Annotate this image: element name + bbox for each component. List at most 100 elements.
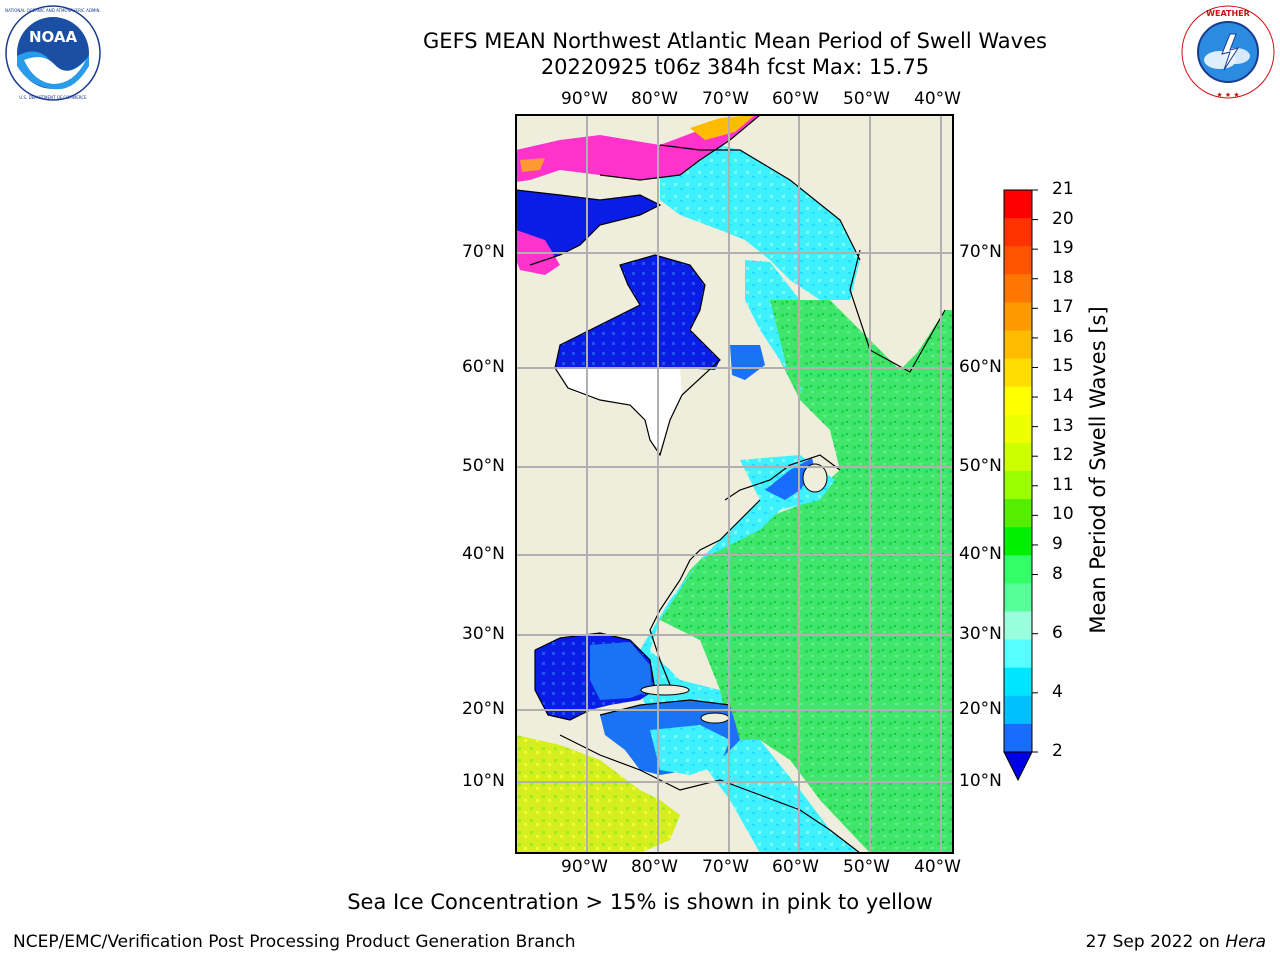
nws-logo: WEATHER ★ ★ ★ (1180, 4, 1276, 100)
lat-label-right-70n: 70°N (959, 242, 1002, 262)
colorbar-tick-label: 4 (1052, 681, 1063, 702)
colorbar-tick-label: 19 (1052, 238, 1074, 259)
colorbar-tick-label: 11 (1052, 474, 1074, 495)
lon-label-bottom-60w: 60°W (772, 857, 819, 877)
colorbar-segment (1004, 274, 1032, 303)
colorbar-tick-label: 16 (1052, 326, 1074, 347)
lat-label-left-20n: 20°N (462, 699, 505, 719)
footer-date-text: 27 Sep 2022 on (1085, 932, 1226, 952)
lon-label-top-90w: 90°W (561, 89, 608, 109)
colorbar-segment (1004, 358, 1032, 388)
colorbar-segment (1004, 499, 1032, 528)
sea-ice-yellow (690, 115, 755, 140)
colorbar-segment (1004, 386, 1032, 416)
lat-label-right-50n: 50°N (959, 456, 1002, 476)
colorbar-tick-label: 13 (1052, 415, 1074, 436)
coastline-hudson (554, 254, 721, 457)
title-line-1: GEFS MEAN Northwest Atlantic Mean Period… (423, 29, 1047, 53)
lat-label-right-30n: 30°N (959, 624, 1002, 644)
hispaniola (700, 712, 730, 724)
caribbean-cyan (650, 725, 730, 775)
lat-label-left-10n: 10°N (462, 771, 505, 791)
colorbar (1003, 189, 1038, 782)
newfoundland (802, 463, 828, 493)
colorbar-segment (1004, 695, 1032, 725)
colorbar-tick-label: 10 (1052, 504, 1074, 525)
colorbar-segment (1004, 723, 1032, 753)
chart-title: GEFS MEAN Northwest Atlantic Mean Period… (300, 28, 1170, 80)
colorbar-segment (1004, 218, 1032, 247)
colorbar-segment (1004, 414, 1032, 444)
baffin-bay-cyan (660, 140, 860, 300)
svg-text:NATIONAL OCEANIC AND ATMOSPHER: NATIONAL OCEANIC AND ATMOSPHERIC ADMIN. (5, 8, 101, 13)
colorbar-extend-arrow (1003, 751, 1033, 782)
colorbar-segment (1004, 190, 1032, 219)
labrador-sea-green (770, 300, 953, 400)
svg-text:WEATHER: WEATHER (1206, 9, 1250, 18)
colorbar-tick-label: 9 (1052, 533, 1063, 554)
lat-label-right-40n: 40°N (959, 544, 1002, 564)
footer-machine: Hera (1225, 932, 1266, 952)
colorbar-segment (1004, 302, 1032, 331)
atlantic-ocean-green (660, 260, 953, 853)
footer-branch: NCEP/EMC/Verification Post Processing Pr… (13, 932, 576, 952)
gulf-east-blue (590, 642, 652, 700)
colorbar-label: Mean Period of Swell Waves [s] (1086, 306, 1110, 634)
lat-label-left-60n: 60°N (462, 357, 505, 377)
title-line-2: 20220925 t06z 384h fcst Max: 15.75 (540, 55, 930, 79)
colorbar-tick-label: 6 (1052, 622, 1063, 643)
foxe-basin (730, 345, 765, 380)
colorbar-segment (1004, 555, 1032, 584)
hudson-bay (555, 255, 720, 370)
colorbar-tick-label: 18 (1052, 267, 1074, 288)
cuba (640, 684, 690, 696)
lat-label-left-30n: 30°N (462, 624, 505, 644)
lon-label-bottom-90w: 90°W (561, 857, 608, 877)
colorbar-segment (1004, 639, 1032, 669)
sea-ice-caption: Sea Ice Concentration > 15% is shown in … (347, 890, 933, 914)
noaa-logo-text: NOAA (29, 28, 78, 46)
colorbar-tick-label: 8 (1052, 563, 1063, 584)
colorbar-tick-label: 2 (1052, 741, 1063, 761)
lon-label-bottom-80w: 80°W (631, 857, 678, 877)
colorbar-segment (1004, 583, 1032, 612)
colorbar-tick-label: 12 (1052, 445, 1074, 466)
lon-label-bottom-40w: 40°W (914, 857, 961, 877)
lon-label-bottom-50w: 50°W (843, 857, 890, 877)
colorbar-segment (1004, 246, 1032, 275)
colorbar-segment (1004, 611, 1032, 641)
lat-label-right-10n: 10°N (959, 771, 1002, 791)
lon-label-top-80w: 80°W (631, 89, 678, 109)
colorbar-segment (1004, 442, 1032, 472)
svg-text:★ ★ ★: ★ ★ ★ (1216, 91, 1239, 99)
sea-ice-orange (520, 158, 545, 172)
footer-date: 27 Sep 2022 on Hera (1086, 932, 1266, 952)
coastline-arctic (516, 115, 861, 266)
map-frame (515, 114, 954, 854)
lat-label-left-70n: 70°N (462, 242, 505, 262)
lat-label-left-40n: 40°N (462, 544, 505, 564)
gulf-st-lawrence (765, 458, 815, 500)
lat-label-left-50n: 50°N (462, 456, 505, 476)
colorbar-tick-label: 17 (1052, 297, 1074, 318)
colorbar-segment (1004, 471, 1032, 500)
lon-label-bottom-70w: 70°W (702, 857, 749, 877)
colorbar-tick-label: 20 (1052, 208, 1074, 229)
svg-text:U.S. DEPARTMENT OF COMMERCE: U.S. DEPARTMENT OF COMMERCE (19, 95, 87, 100)
lon-label-top-60w: 60°W (772, 89, 819, 109)
south-america-field (516, 735, 680, 853)
colorbar-segment (1004, 527, 1032, 556)
lon-label-top-50w: 50°W (843, 89, 890, 109)
lon-label-top-70w: 70°W (702, 89, 749, 109)
colorbar-tick-label: 14 (1052, 386, 1074, 407)
colorbar-segment (1004, 667, 1032, 697)
colorbar-frame (1003, 189, 1033, 753)
colorbar-tick-label: 21 (1052, 179, 1074, 199)
colorbar-segment (1004, 330, 1032, 360)
lat-label-right-20n: 20°N (959, 699, 1002, 719)
lon-label-top-40w: 40°W (914, 89, 961, 109)
colorbar-tick-label: 15 (1052, 356, 1074, 377)
graticule (516, 115, 953, 853)
lat-label-right-60n: 60°N (959, 357, 1002, 377)
